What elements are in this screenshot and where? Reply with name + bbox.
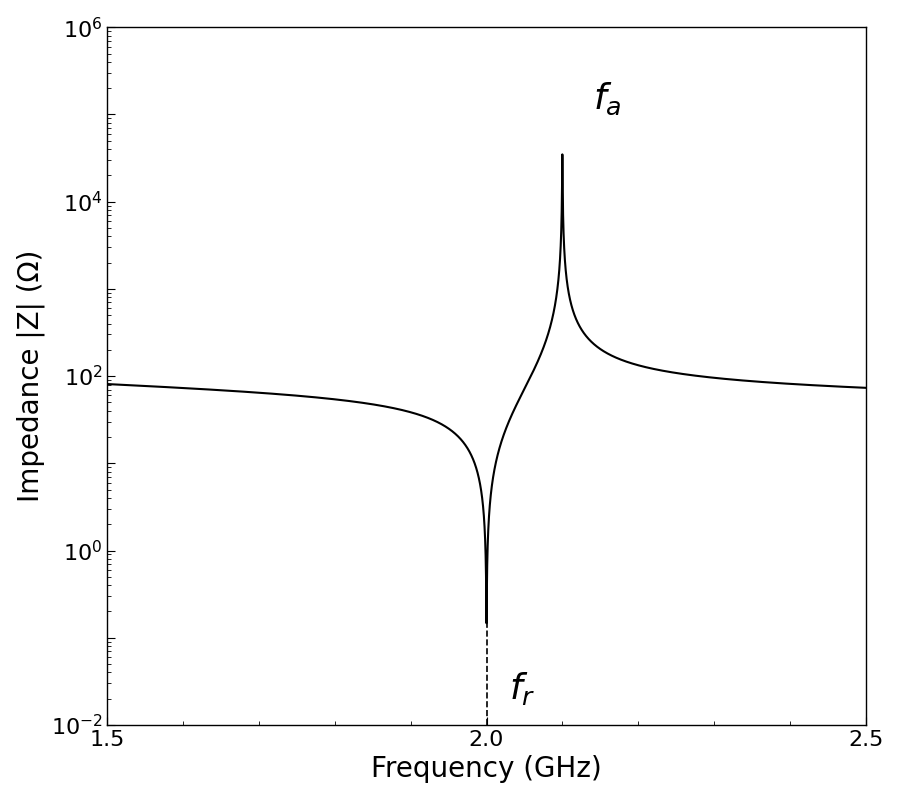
Text: $f_r$: $f_r$	[509, 670, 536, 707]
Y-axis label: Impedance |Z| (Ω): Impedance |Z| (Ω)	[17, 250, 45, 502]
Text: $f_a$: $f_a$	[593, 81, 621, 118]
X-axis label: Frequency (GHz): Frequency (GHz)	[371, 755, 602, 783]
